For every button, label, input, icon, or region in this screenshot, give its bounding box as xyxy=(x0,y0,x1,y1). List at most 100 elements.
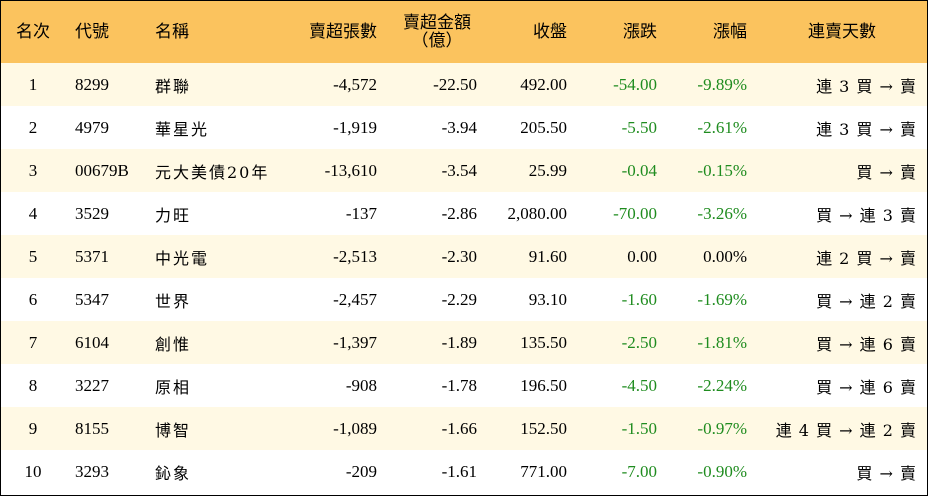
cell-streak: 買 → 連 3 賣 xyxy=(816,205,917,225)
cell-change-pct: -0.15% xyxy=(697,160,747,180)
header-sell-amount: 賣超金額 （億） xyxy=(387,1,487,63)
cell-rank: 8 xyxy=(28,375,38,395)
cell-code: 3227 xyxy=(75,375,109,395)
cell-sell-amount: -3.94 xyxy=(441,117,477,137)
cell-sell-lots: -1,919 xyxy=(333,117,377,137)
cell-rank: 6 xyxy=(28,289,38,309)
header-rank: 名次 xyxy=(16,22,50,42)
cell-streak: 買 → 連 6 賣 xyxy=(816,377,917,397)
cell-streak: 買 → 賣 xyxy=(856,162,917,182)
cell-change-pct: -1.81% xyxy=(697,332,747,352)
cell-rank: 10 xyxy=(24,461,42,481)
cell-sell-amount: -2.29 xyxy=(441,289,477,309)
cell-rank: 1 xyxy=(28,74,38,94)
table-row: 7 6104 創惟 -1,397 -1.89 135.50 -2.50 -1.8… xyxy=(1,321,927,364)
cell-name: 原相 xyxy=(155,377,192,397)
header-close: 收盤 xyxy=(533,22,567,42)
header-name: 名稱 xyxy=(155,22,189,42)
cell-change: -2.50 xyxy=(621,332,657,352)
table-row: 2 4979 華星光 -1,919 -3.94 205.50 -5.50 -2.… xyxy=(1,106,927,149)
cell-streak: 買 → 連 6 賣 xyxy=(816,334,917,354)
cell-name: 中光電 xyxy=(155,248,210,268)
cell-close: 205.50 xyxy=(520,117,567,137)
header-sell-amount-line2: （億） xyxy=(411,31,463,51)
table-row: 10 3293 鈊象 -209 -1.61 771.00 -7.00 -0.90… xyxy=(1,450,927,493)
cell-sell-lots: -1,089 xyxy=(333,418,377,438)
cell-sell-lots: -137 xyxy=(345,203,377,223)
cell-rank: 4 xyxy=(28,203,38,223)
cell-sell-amount: -22.50 xyxy=(433,74,477,94)
cell-sell-lots: -908 xyxy=(345,375,377,395)
cell-streak: 連 3 買 → 賣 xyxy=(816,76,917,96)
cell-change-pct: -0.97% xyxy=(697,418,747,438)
header-sell-amount-line1: 賣超金額 xyxy=(403,13,471,33)
cell-close: 93.10 xyxy=(528,289,567,309)
cell-rank: 7 xyxy=(28,332,38,352)
cell-sell-amount: -1.61 xyxy=(441,461,477,481)
table-header-row: 名次 代號 名稱 賣超張數 賣超金額 （億） 收盤 漲跌 漲幅 連賣天數 xyxy=(1,1,927,63)
cell-change-pct: -3.26% xyxy=(697,203,747,223)
table-row: 3 00679B 元大美債20年 -13,610 -3.54 25.99 -0.… xyxy=(1,149,927,192)
header-change: 漲跌 xyxy=(623,22,657,42)
cell-close: 135.50 xyxy=(520,332,567,352)
cell-streak: 連 2 買 → 賣 xyxy=(816,248,917,268)
cell-change: -1.60 xyxy=(621,289,657,309)
cell-close: 2,080.00 xyxy=(507,203,568,223)
cell-rank: 2 xyxy=(28,117,38,137)
cell-close: 492.00 xyxy=(520,74,567,94)
header-sell-lots: 賣超張數 xyxy=(309,22,377,42)
cell-sell-amount: -3.54 xyxy=(441,160,477,180)
cell-name: 力旺 xyxy=(155,205,192,225)
cell-change: -70.00 xyxy=(613,203,657,223)
cell-code: 6104 xyxy=(75,332,109,352)
cell-close: 152.50 xyxy=(520,418,567,438)
header-code: 代號 xyxy=(75,22,109,42)
cell-code: 5371 xyxy=(75,246,109,266)
cell-change: -0.04 xyxy=(621,160,657,180)
cell-sell-lots: -2,457 xyxy=(333,289,377,309)
table-row: 8 3227 原相 -908 -1.78 196.50 -4.50 -2.24%… xyxy=(1,364,927,407)
cell-streak: 買 → 賣 xyxy=(856,463,917,483)
cell-change: -5.50 xyxy=(621,117,657,137)
cell-close: 196.50 xyxy=(520,375,567,395)
cell-change-pct: 0.00% xyxy=(703,246,747,266)
cell-name: 創惟 xyxy=(155,334,192,354)
cell-close: 25.99 xyxy=(528,160,567,180)
cell-change-pct: -2.61% xyxy=(697,117,747,137)
table-row: 4 3529 力旺 -137 -2.86 2,080.00 -70.00 -3.… xyxy=(1,192,927,235)
cell-name: 元大美債20年 xyxy=(155,162,270,182)
table-row: 9 8155 博智 -1,089 -1.66 152.50 -1.50 -0.9… xyxy=(1,407,927,450)
cell-sell-lots: -209 xyxy=(345,461,377,481)
cell-close: 91.60 xyxy=(528,246,567,266)
cell-name: 群聯 xyxy=(155,76,192,96)
cell-streak: 連 3 買 → 賣 xyxy=(816,119,917,139)
cell-sell-lots: -2,513 xyxy=(333,246,377,266)
cell-rank: 9 xyxy=(28,418,38,438)
cell-change: -7.00 xyxy=(621,461,657,481)
cell-code: 5347 xyxy=(75,289,109,309)
cell-code: 8155 xyxy=(75,418,109,438)
cell-change-pct: -1.69% xyxy=(697,289,747,309)
cell-change-pct: -9.89% xyxy=(697,74,747,94)
cell-code: 3529 xyxy=(75,203,109,223)
table-row: 6 5347 世界 -2,457 -2.29 93.10 -1.60 -1.69… xyxy=(1,278,927,321)
cell-sell-amount: -2.30 xyxy=(441,246,477,266)
cell-streak: 買 → 連 2 賣 xyxy=(816,291,917,311)
cell-sell-amount: -2.86 xyxy=(441,203,477,223)
cell-code: 8299 xyxy=(75,74,109,94)
cell-sell-amount: -1.78 xyxy=(441,375,477,395)
cell-change-pct: -2.24% xyxy=(697,375,747,395)
cell-sell-lots: -13,610 xyxy=(324,160,377,180)
cell-rank: 3 xyxy=(28,160,38,180)
cell-change-pct: -0.90% xyxy=(697,461,747,481)
cell-code: 4979 xyxy=(75,117,109,137)
cell-streak: 連 4 買 → 連 2 賣 xyxy=(775,420,917,440)
cell-name: 鈊象 xyxy=(155,463,192,483)
cell-sell-amount: -1.66 xyxy=(441,418,477,438)
cell-code: 00679B xyxy=(75,160,129,180)
cell-close: 771.00 xyxy=(520,461,567,481)
cell-code: 3293 xyxy=(75,461,109,481)
cell-name: 華星光 xyxy=(155,119,210,139)
